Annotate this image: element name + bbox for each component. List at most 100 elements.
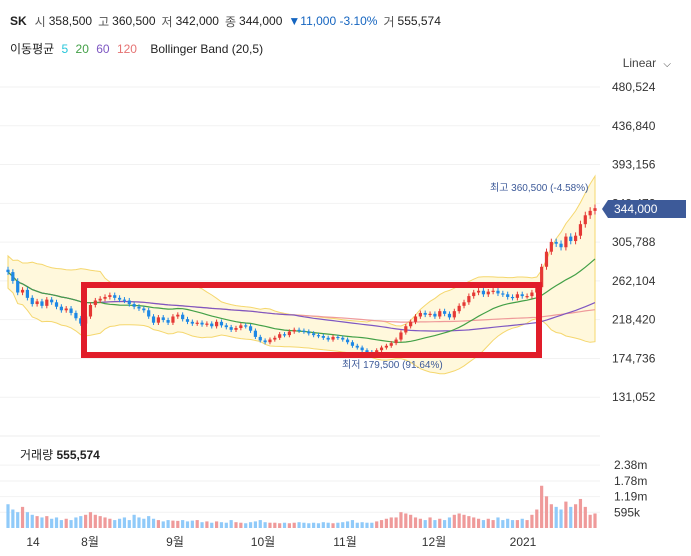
volume-bar bbox=[210, 522, 214, 528]
candle-body bbox=[375, 350, 379, 354]
candle-body bbox=[404, 326, 408, 333]
candle-body bbox=[457, 305, 461, 312]
volume-bar bbox=[593, 513, 597, 528]
volume-bar bbox=[472, 517, 476, 528]
candle-body bbox=[467, 296, 471, 303]
volume-bar bbox=[375, 521, 379, 528]
candle-body bbox=[496, 290, 500, 294]
ma60-legend: 60 bbox=[96, 42, 110, 56]
scale-selector[interactable]: Linear ⌵ bbox=[623, 56, 671, 70]
volume-bar bbox=[394, 517, 398, 528]
candle-body bbox=[569, 236, 573, 242]
volume-bar bbox=[573, 504, 578, 528]
candle-body bbox=[239, 325, 243, 329]
candle-body bbox=[200, 322, 204, 325]
candle-body bbox=[360, 347, 364, 351]
candle-body bbox=[423, 312, 427, 315]
candle-body bbox=[69, 308, 73, 313]
candle-body bbox=[394, 339, 398, 344]
volume-bar bbox=[234, 522, 238, 528]
candle-body bbox=[506, 294, 510, 297]
volume-bar bbox=[166, 520, 170, 528]
volume-bar bbox=[224, 522, 228, 528]
volume-bar bbox=[117, 518, 122, 528]
candle-body bbox=[326, 337, 330, 340]
candle-body bbox=[331, 336, 335, 340]
volume-bar bbox=[462, 514, 466, 528]
y-tick-label: 349,472 bbox=[612, 196, 656, 210]
candle-body bbox=[127, 300, 131, 305]
x-tick-label: 12월 bbox=[422, 535, 446, 549]
candle-body bbox=[481, 290, 486, 295]
candle-body bbox=[79, 318, 83, 324]
volume-bar bbox=[190, 520, 194, 528]
volume-bar bbox=[64, 518, 68, 528]
volume-bar bbox=[399, 512, 403, 528]
volume-tick-label: 2.38m bbox=[614, 458, 647, 472]
candle-body bbox=[161, 317, 165, 321]
candle-body bbox=[282, 334, 287, 336]
price-plot-area bbox=[0, 86, 600, 422]
close-label: 종 bbox=[224, 14, 237, 29]
y-tick-label: 393,156 bbox=[612, 158, 656, 172]
volume-bar bbox=[341, 522, 345, 528]
volume-bar bbox=[244, 523, 248, 528]
quote-header: SK 시 358,500 고 360,500 저 342,000 종 344,0… bbox=[10, 12, 447, 30]
candle-body bbox=[452, 311, 456, 318]
candle-body bbox=[486, 291, 490, 295]
current-price-tag: 344,000 bbox=[602, 200, 686, 218]
candle-body bbox=[593, 208, 597, 211]
candle-body bbox=[476, 290, 481, 293]
volume-bar bbox=[40, 517, 44, 528]
chevron-down-icon: ⌵ bbox=[663, 59, 671, 70]
candle-body bbox=[210, 323, 214, 327]
volume-bar bbox=[433, 520, 437, 528]
volume-bar bbox=[423, 520, 427, 528]
candle-body bbox=[345, 339, 350, 343]
volume-bar bbox=[127, 520, 131, 528]
candle-body bbox=[98, 298, 102, 301]
volume-bar bbox=[35, 516, 39, 528]
volume-bar bbox=[181, 520, 185, 528]
volume-bar bbox=[438, 518, 442, 528]
high-value: 360,500 bbox=[112, 14, 156, 28]
grid-lines bbox=[0, 86, 600, 398]
candle-body bbox=[588, 210, 592, 216]
min-annotation: 최저 179,500 (91.64%) bbox=[342, 359, 443, 371]
candle-body bbox=[195, 322, 199, 324]
current-price-label: 344,000 bbox=[614, 202, 658, 216]
volume-bar bbox=[200, 522, 204, 528]
volume-bar bbox=[389, 517, 393, 528]
x-tick-label: 2021 bbox=[510, 535, 537, 549]
volume-bar bbox=[428, 517, 432, 528]
volume-bar bbox=[510, 520, 515, 528]
volume-title-label: 거래량 bbox=[20, 448, 54, 462]
volume-bar bbox=[151, 518, 156, 528]
candle-body bbox=[418, 312, 422, 317]
candle-body bbox=[234, 328, 238, 330]
volume-bar bbox=[253, 521, 258, 528]
candle-body bbox=[108, 295, 112, 297]
candle-body bbox=[530, 292, 534, 297]
volume-bar bbox=[467, 516, 471, 528]
volume-bar bbox=[122, 517, 127, 528]
volume-bar bbox=[544, 496, 549, 528]
indicator-legend[interactable]: 이동평균 5 20 60 120 Bollinger Band (20,5) bbox=[10, 40, 267, 57]
candle-body bbox=[409, 321, 413, 327]
volume-bar bbox=[578, 498, 583, 528]
candle-body bbox=[297, 329, 301, 332]
volume-bar bbox=[384, 518, 388, 528]
volume-bar bbox=[588, 514, 592, 528]
candle-body bbox=[413, 316, 418, 322]
volume-bar bbox=[525, 520, 529, 528]
volume-bar bbox=[452, 514, 456, 528]
volume-bar bbox=[365, 522, 369, 528]
candle-body bbox=[287, 331, 291, 336]
candle-body bbox=[559, 243, 563, 248]
volume-bar bbox=[195, 520, 199, 528]
open-label: 시 bbox=[34, 14, 46, 29]
candle-body bbox=[229, 327, 233, 330]
candle-body bbox=[491, 290, 495, 292]
volume-title-value: 555,574 bbox=[56, 448, 100, 462]
